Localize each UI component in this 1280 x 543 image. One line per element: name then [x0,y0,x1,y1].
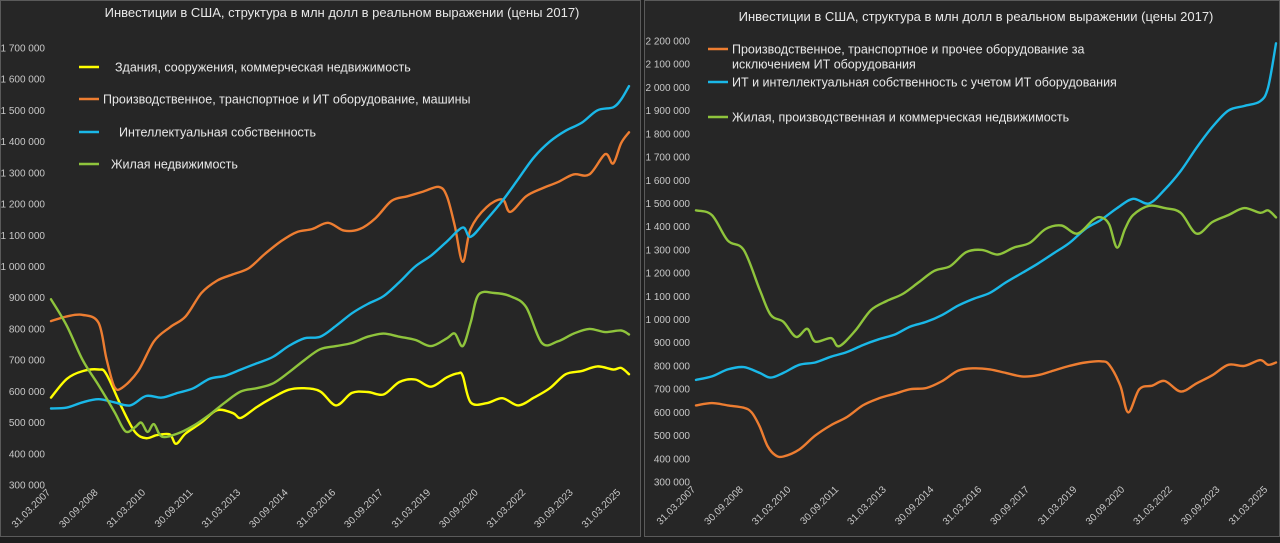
y-tick-label: 2 200 000 [646,37,691,48]
y-tick-label: 1 100 000 [646,292,691,303]
legend-label: Производственное, транспортное и ИТ обор… [103,93,471,107]
x-tick-label: 31.03.2016 [295,487,338,530]
y-tick-label: 600 000 [9,387,46,398]
y-tick-label: 2 000 000 [646,83,691,94]
x-tick-label: 31.03.2025 [1227,484,1270,527]
y-tick-label: 1 600 000 [646,176,691,187]
y-tick-label: 1 500 000 [1,106,45,117]
y-tick-label: 500 000 [9,418,46,429]
legend-label: Интеллектуальная собственность [119,126,316,140]
x-tick-label: 30.09.2023 [533,487,576,530]
y-tick-label: 900 000 [9,293,46,304]
y-tick-label: 1 300 000 [1,168,45,179]
y-tick-label: 600 000 [654,408,691,419]
y-tick-label: 1 900 000 [646,106,691,117]
x-tick-label: 31.03.2019 [1036,484,1079,527]
y-tick-label: 1 200 000 [646,269,691,280]
x-tick-label: 31.03.2016 [941,484,984,527]
y-tick-label: 1 700 000 [646,153,691,164]
y-tick-label: 1 300 000 [646,245,691,256]
y-tick-label: 400 000 [654,454,691,465]
x-tick-label: 31.03.2022 [1132,484,1175,527]
y-tick-label: 300 000 [654,478,691,489]
x-tick-label: 30.09.2017 [989,484,1032,527]
y-tick-label: 900 000 [654,338,691,349]
y-tick-label: 1 000 000 [646,315,691,326]
x-tick-label: 30.09.2017 [342,487,385,530]
y-tick-label: 700 000 [654,385,691,396]
y-tick-label: 1 800 000 [646,129,691,140]
y-tick-label: 400 000 [9,449,46,460]
y-tick-label: 300 000 [9,481,46,492]
legend-label: Производственное, транспортное и прочее … [732,43,1085,72]
x-tick-label: 30.09.2011 [153,487,196,530]
y-tick-label: 2 100 000 [646,60,691,71]
x-tick-label: 30.09.2008 [703,484,746,527]
y-tick-label: 800 000 [9,324,46,335]
y-tick-label: 1 400 000 [646,222,691,233]
x-tick-label: 31.03.2022 [485,487,528,530]
series-line [49,84,631,410]
x-tick-label: 30.09.2020 [438,487,481,530]
y-tick-label: 500 000 [654,431,691,442]
x-tick-label: 31.03.2010 [750,484,793,527]
legend-label: Жилая, производственная и коммерческая н… [732,111,1069,125]
y-tick-label: 800 000 [654,361,691,372]
series-line [49,131,631,392]
y-tick-label: 1 500 000 [646,199,691,210]
chart-title: Инвестиции в США, структура в млн долл в… [739,9,1214,24]
series-line [49,365,631,445]
x-tick-label: 30.09.2020 [1084,484,1127,527]
y-tick-label: 1 400 000 [1,137,45,148]
chart-panel-right: Инвестиции в США, структура в млн долл в… [644,0,1280,537]
x-tick-label: 31.03.2013 [200,487,243,530]
x-tick-label: 31.03.2007 [10,487,53,530]
y-tick-label: 1 700 000 [1,44,45,55]
x-tick-label: 31.03.2007 [655,484,698,527]
y-tick-label: 1 200 000 [1,200,45,211]
x-tick-label: 30.09.2014 [893,484,936,527]
series-line [694,42,1278,382]
x-tick-label: 30.09.2014 [247,487,290,530]
x-tick-label: 30.09.2011 [798,484,841,527]
chart-right: Инвестиции в США, структура в млн долл в… [646,9,1278,528]
chart-title: Инвестиции в США, структура в млн долл в… [105,5,580,20]
y-tick-label: 1 600 000 [1,75,45,86]
legend-label: Здания, сооружения, коммерческая недвижи… [115,61,411,75]
series-line [49,290,631,439]
x-tick-label: 30.09.2023 [1179,484,1222,527]
y-tick-label: 1 000 000 [1,262,45,273]
x-tick-label: 30.09.2008 [57,487,100,530]
x-tick-label: 31.03.2025 [580,487,623,530]
y-tick-label: 1 100 000 [1,231,45,242]
y-tick-label: 700 000 [9,356,46,367]
legend-label: ИТ и интеллектуальная собственность с уч… [732,76,1117,90]
series-line [694,358,1278,459]
x-tick-label: 31.03.2010 [105,487,148,530]
series-line [694,204,1278,348]
legend-label: Жилая недвижимость [111,158,238,172]
chart-panel-left: Инвестиции в США, структура в млн долл в… [0,0,641,537]
x-tick-label: 31.03.2013 [846,484,889,527]
x-tick-label: 31.03.2019 [390,487,433,530]
chart-left: Инвестиции в США, структура в млн долл в… [1,5,631,531]
